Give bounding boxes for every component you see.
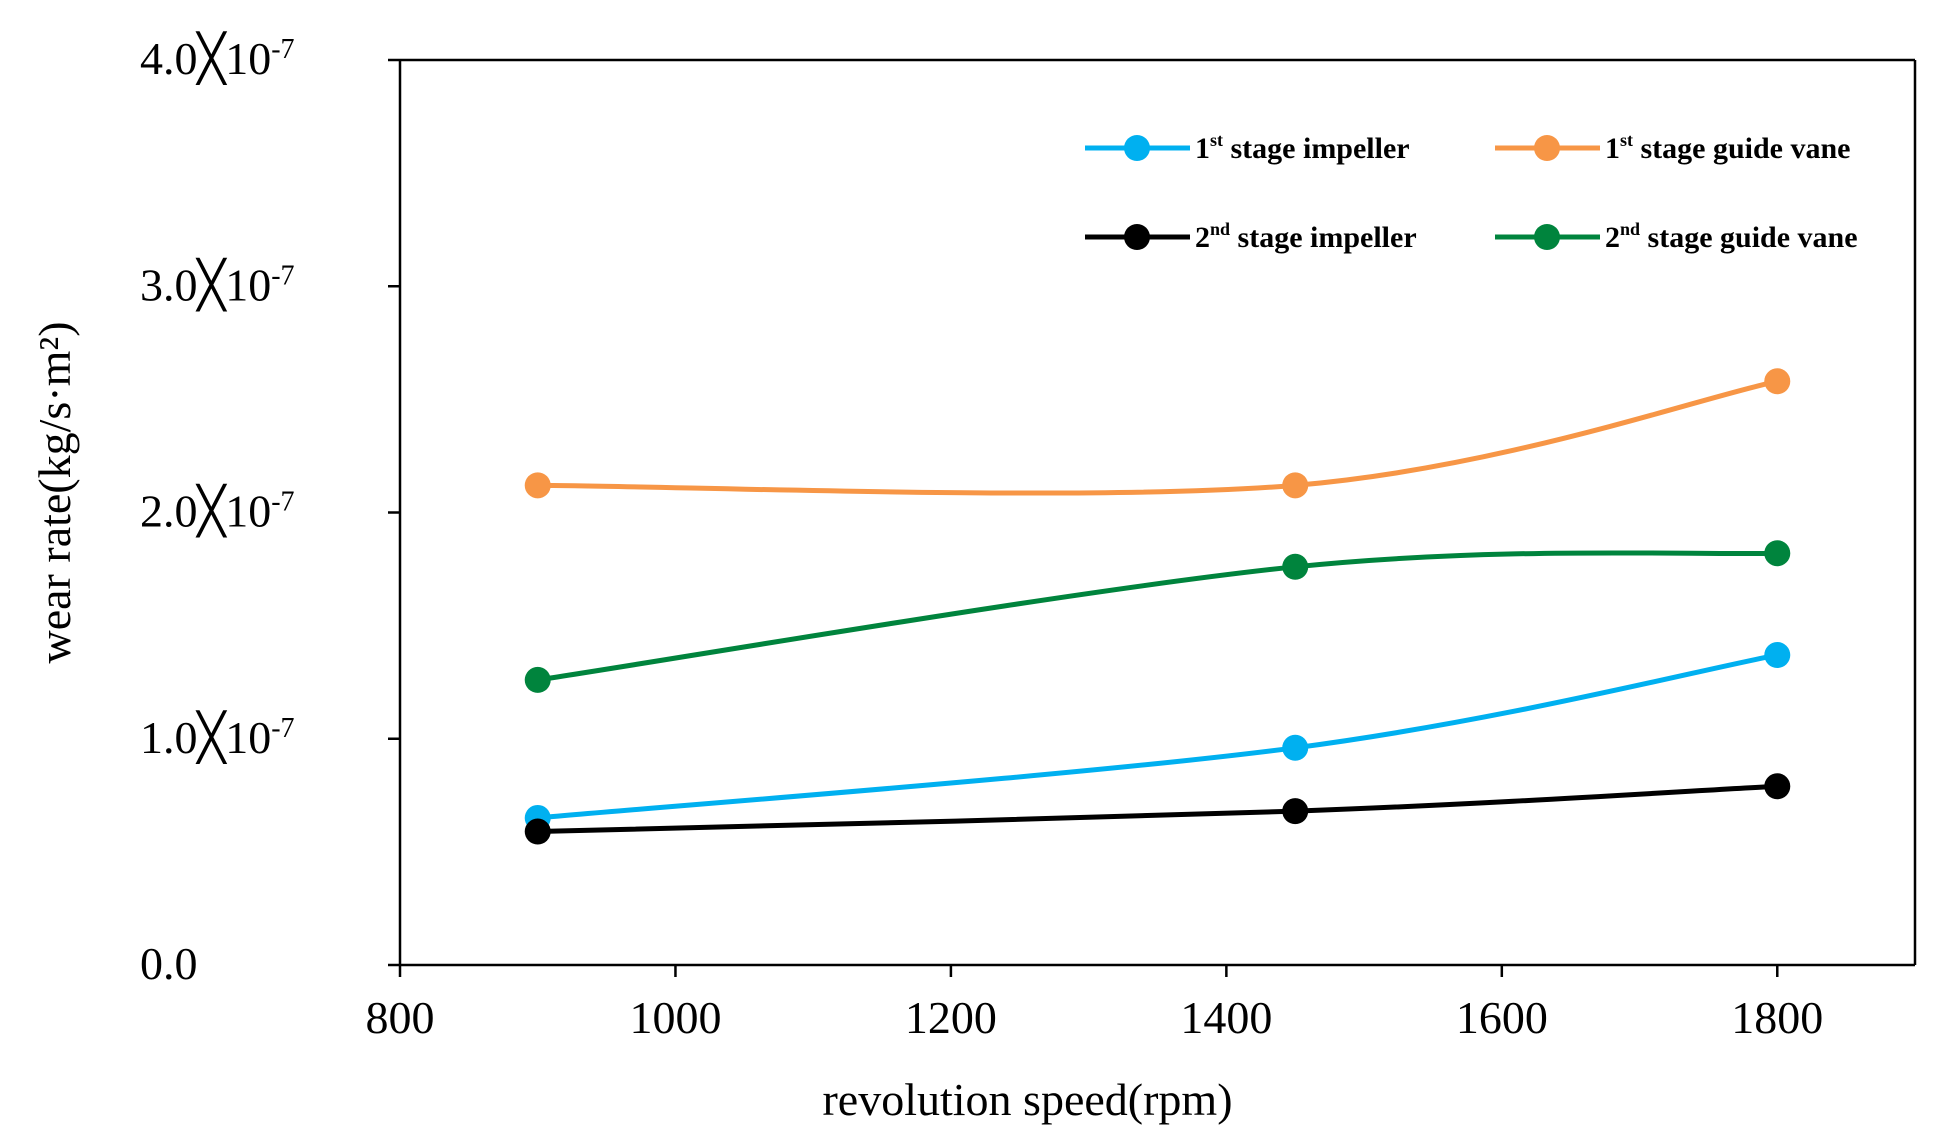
legend-item: 2nd stage impeller [1085,219,1417,254]
series-4 [524,540,1791,693]
x-tick-label: 1600 [1456,992,1548,1043]
series-lines [524,368,1791,845]
y-tick-label: 4.0╳10-7 [140,31,295,86]
series-line [537,550,1778,683]
legend-swatch-marker [1534,224,1560,250]
data-point [524,666,551,693]
y-tick-label: 3.0╳10-7 [140,257,295,312]
data-point [1764,773,1791,800]
x-tick-label: 1400 [1180,992,1272,1043]
data-point [1764,368,1791,395]
series-line [537,378,1778,496]
series-line [537,652,1778,821]
data-point [1282,553,1309,580]
y-tick-label: 2.0╳10-7 [140,484,295,539]
axes [388,58,1917,977]
legend-item: 1st stage guide vane [1495,130,1851,165]
data-point [1282,734,1309,761]
tick-labels: 800 1000 1200 1400 1600 1800 0.0 1.0╳10-7 2.0╳10… [140,31,1823,1043]
legend-item: 1st stage impeller [1085,130,1410,165]
x-axis-title: revolution speed(rpm) [822,1074,1232,1125]
legend-swatch-marker [1534,135,1560,161]
series-3 [524,773,1791,845]
x-tick-label: 1200 [905,992,997,1043]
legend-label: 1st stage guide vane [1605,130,1851,165]
x-tick-label: 1000 [629,992,721,1043]
y-axis-title: wear rate(kg/s·m²) [29,321,80,663]
x-tick-label: 1800 [1731,992,1823,1043]
data-point [1282,798,1309,825]
legend-label: 2nd stage impeller [1195,219,1417,254]
series-1 [524,642,1791,831]
y-tick-label: 1.0╳10-7 [140,710,295,765]
legend-label: 1st stage impeller [1195,130,1410,165]
series-line [537,783,1778,835]
y-tick-label: 0.0 [140,938,198,989]
axis-titles: revolution speed(rpm) wear rate(kg/s·m²) [29,321,1233,1125]
data-point [1764,642,1791,669]
legend-swatch-marker [1124,135,1150,161]
series-2 [524,368,1791,499]
legend-item: 2nd stage guide vane [1495,219,1858,254]
data-point [524,818,551,845]
legend-label: 2nd stage guide vane [1605,219,1858,254]
x-tick-label: 800 [366,992,435,1043]
legend-swatch-marker [1124,224,1150,250]
legend: 1st stage impeller 1st stage guide vane 2n… [1085,130,1858,254]
data-point [1282,472,1309,499]
data-point [1764,540,1791,567]
data-point [524,472,551,499]
